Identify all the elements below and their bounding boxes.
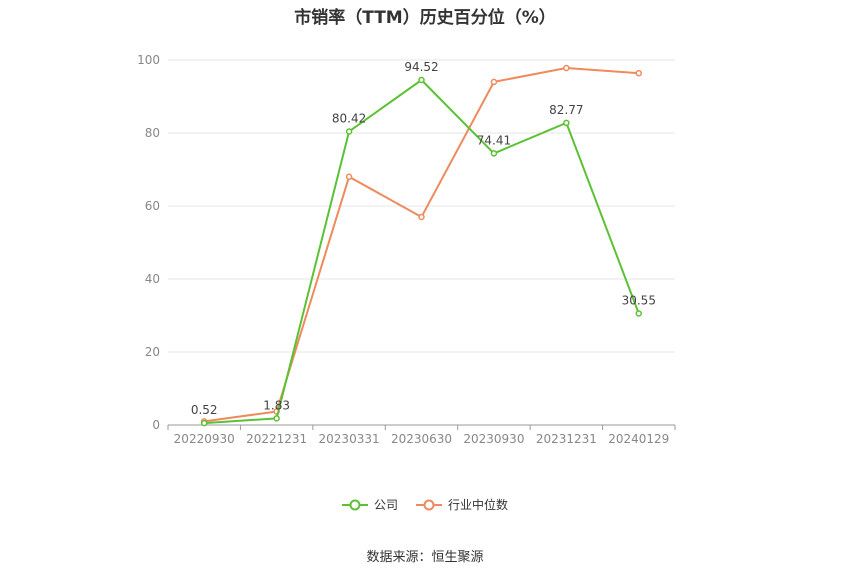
y-tick-label-100: 100	[137, 53, 160, 67]
series-0-point-0	[200, 419, 208, 427]
data-label-0: 0.52	[191, 403, 218, 417]
x-tick-label-20240129: 20240129	[608, 432, 669, 446]
x-tick-label-20231231: 20231231	[536, 432, 597, 446]
data-label-5: 82.77	[549, 103, 583, 117]
x-tick-label-20221231: 20221231	[246, 432, 307, 446]
series-1-point-6	[635, 69, 643, 77]
series-line-1	[204, 67, 639, 423]
legend-item-industry-median[interactable]: 行业中位数	[416, 496, 508, 513]
series-0-point-5	[563, 119, 570, 127]
legend-item-company[interactable]: 公司	[341, 496, 398, 513]
series-1-point-2	[345, 173, 353, 181]
series-0-point-6	[635, 310, 643, 317]
series-0-point-3	[418, 76, 425, 84]
legend: 公司 行业中位数	[0, 496, 850, 513]
data-label-3: 94.52	[404, 60, 438, 74]
x-tick-label-20230930: 20230930	[463, 432, 524, 446]
series-1-point-5	[563, 64, 570, 72]
y-tick-label-60: 60	[145, 199, 160, 213]
data-label-1: 1.83	[263, 398, 290, 412]
y-tick-label-0: 0	[152, 418, 160, 432]
series-0-point-1	[273, 415, 280, 422]
legend-marker-company-icon	[341, 499, 368, 510]
series-1-point-4	[490, 78, 498, 86]
series-1-point-3	[418, 213, 425, 221]
y-tick-label-20: 20	[145, 345, 160, 359]
legend-label-company: 公司	[373, 498, 398, 512]
chart-title: 市销率（TTM）历史百分位（%）	[294, 8, 556, 28]
legend-marker-industry-median-icon	[416, 499, 442, 510]
data-label-6: 30.55	[622, 293, 656, 307]
data-label-4: 74.41	[477, 133, 511, 147]
y-tick-label-40: 40	[145, 272, 160, 286]
x-tick-label-20220930: 20220930	[174, 432, 235, 446]
source-note: 数据来源：恒生聚源	[366, 550, 484, 565]
x-tick-label-20230630: 20230630	[391, 432, 452, 446]
data-label-2: 80.42	[332, 111, 366, 125]
legend-label-industry-median: 行业中位数	[448, 498, 509, 512]
series-line-0	[204, 79, 640, 425]
series-0-point-4	[490, 150, 498, 157]
series-0-point-2	[345, 128, 353, 135]
x-tick-label-20230331: 20230331	[319, 432, 380, 446]
y-tick-label-80: 80	[145, 126, 160, 140]
